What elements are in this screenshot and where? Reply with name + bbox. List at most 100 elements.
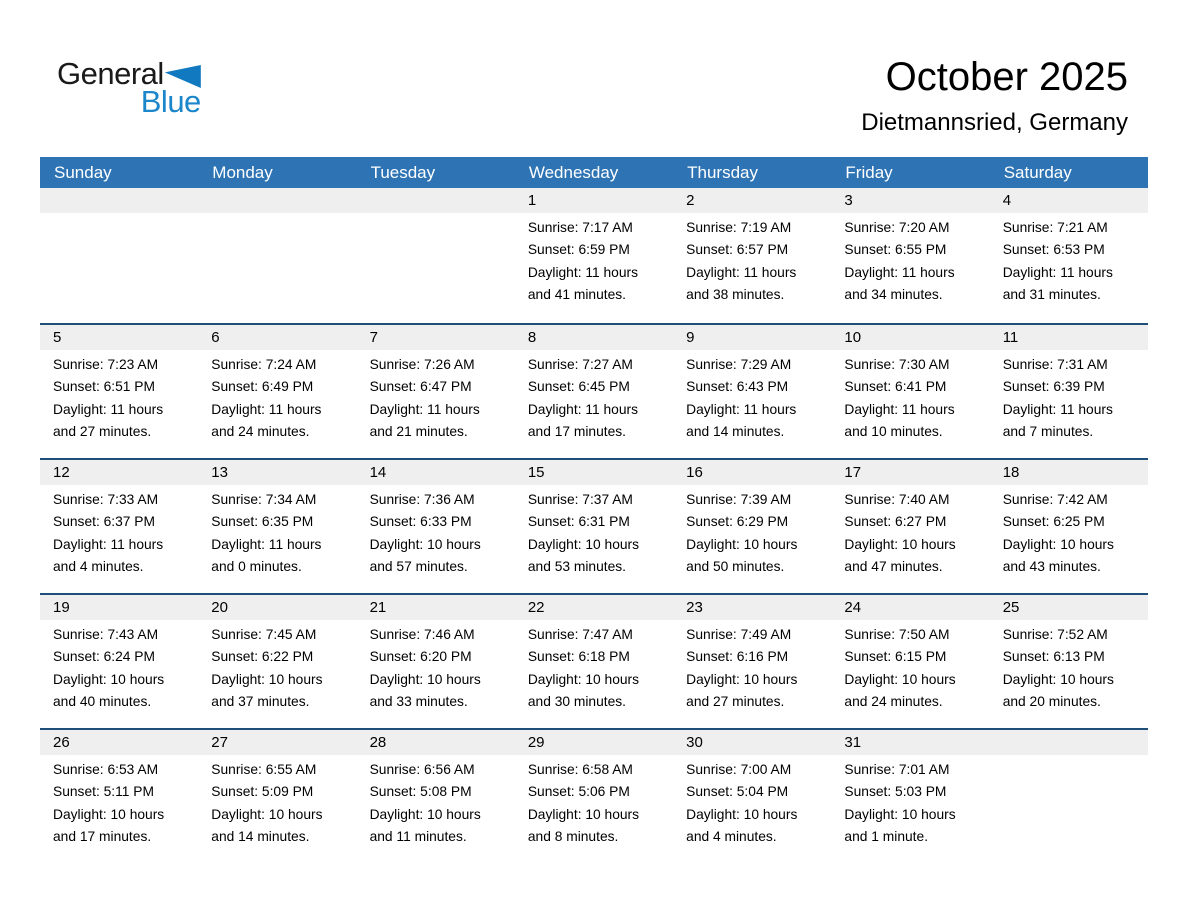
sunset-text: Sunset: 5:06 PM [527, 784, 630, 800]
daylight-text-line1: Daylight: 10 hours [686, 536, 798, 552]
day-number: 20 [198, 595, 357, 620]
sunrise-text: Sunrise: 7:50 AM [844, 627, 950, 642]
day-number: 13 [198, 460, 357, 485]
day-header-sunday: Sunday [54, 162, 112, 182]
daylight-text-line2: and 20 minutes. [1002, 694, 1101, 710]
day-number: 25 [989, 595, 1148, 620]
daylight-text-line2: and 24 minutes. [844, 694, 943, 710]
sunset-text: Sunset: 6:37 PM [53, 514, 156, 530]
week-row-1: 1 Sunrise: 7:17 AM Sunset: 6:59 PM Daylight… [40, 188, 1148, 323]
day-number: 19 [40, 595, 199, 620]
sunset-text: Sunset: 6:35 PM [211, 514, 314, 530]
daylight-text-line2: and 7 minutes. [1002, 424, 1094, 440]
sunset-text: Sunset: 6:55 PM [844, 242, 947, 258]
sunset-text: Sunset: 6:16 PM [686, 649, 789, 665]
day-details: Sunrise: 7:47 AM Sunset: 6:18 PM Daylight:… [515, 620, 673, 714]
sunrise-text: Sunrise: 7:17 AM [527, 220, 633, 235]
sunrise-text: Sunrise: 7:26 AM [369, 357, 475, 372]
day-details: Sunrise: 7:43 AM Sunset: 6:24 PM Daylight:… [40, 620, 198, 714]
day-cell-30: 30 Sunrise: 7:00 AM Sunset: 5:04 PM Dayligh… [673, 730, 832, 863]
day-number: 5 [40, 325, 199, 350]
daylight-text-line1: Daylight: 10 hours [211, 671, 323, 687]
sunrise-text: Sunrise: 7:46 AM [369, 627, 475, 642]
daylight-text-line2: and 34 minutes. [844, 287, 943, 303]
day-cell-10: 10 Sunrise: 7:30 AM Sunset: 6:41 PM Dayligh… [831, 325, 990, 458]
sunrise-text: Sunrise: 7:20 AM [844, 220, 950, 235]
sunrise-text: Sunrise: 7:27 AM [527, 357, 633, 372]
day-number: 17 [831, 460, 990, 485]
day-cell-9: 9 Sunrise: 7:29 AM Sunset: 6:43 PM Daylight… [673, 325, 832, 458]
sunrise-text: Sunrise: 7:34 AM [211, 492, 317, 507]
day-number: 11 [989, 325, 1148, 350]
day-cell-8: 8 Sunrise: 7:27 AM Sunset: 6:45 PM Daylight… [514, 325, 674, 458]
daylight-text-line2: and 1 minute. [844, 829, 929, 845]
daylight-text-line2: and 24 minutes. [211, 424, 310, 440]
day-number: 21 [356, 595, 515, 620]
sunset-text: Sunset: 6:22 PM [211, 649, 314, 665]
daylight-text-line2: and 0 minutes. [211, 559, 302, 575]
day-number: 30 [673, 730, 832, 755]
daylight-text-line1: Daylight: 11 hours [211, 401, 322, 417]
day-number: 29 [514, 730, 674, 755]
sunrise-text: Sunrise: 7:37 AM [527, 492, 633, 507]
day-cell-4: 4 Sunrise: 7:21 AM Sunset: 6:53 PM Daylight… [989, 188, 1148, 323]
sunrise-text: Sunrise: 7:33 AM [53, 492, 159, 507]
day-details: Sunrise: 7:37 AM Sunset: 6:31 PM Daylight:… [515, 485, 673, 579]
day-number [989, 730, 1148, 755]
daylight-text-line1: Daylight: 10 hours [686, 671, 798, 687]
sunset-text: Sunset: 6:18 PM [527, 649, 630, 665]
daylight-text-line1: Daylight: 11 hours [844, 401, 955, 417]
day-cell-27: 27 Sunrise: 6:55 AM Sunset: 5:09 PM Dayligh… [198, 730, 357, 863]
day-number: 7 [356, 325, 515, 350]
daylight-text-line2: and 8 minutes. [527, 829, 619, 845]
day-cell-31: 31 Sunrise: 7:01 AM Sunset: 5:03 PM Dayligh… [831, 730, 990, 863]
day-details: Sunrise: 7:36 AM Sunset: 6:33 PM Daylight:… [357, 485, 515, 579]
sunset-text: Sunset: 6:57 PM [686, 242, 789, 258]
day-number: 9 [673, 325, 832, 350]
daylight-text-line1: Daylight: 11 hours [211, 536, 322, 552]
daylight-text-line1: Daylight: 11 hours [686, 401, 797, 417]
day-cell-28: 28 Sunrise: 6:56 AM Sunset: 5:08 PM Dayligh… [356, 730, 515, 863]
day-cell-21: 21 Sunrise: 7:46 AM Sunset: 6:20 PM Dayligh… [356, 595, 515, 728]
day-details: Sunrise: 6:55 AM Sunset: 5:09 PM Daylight:… [198, 755, 356, 849]
sunrise-text: Sunrise: 7:00 AM [686, 762, 792, 777]
sunrise-text: Sunrise: 7:31 AM [1002, 357, 1108, 372]
daylight-text-line1: Daylight: 11 hours [53, 536, 164, 552]
sunset-text: Sunset: 6:47 PM [369, 379, 472, 395]
sunset-text: Sunset: 6:43 PM [686, 379, 789, 395]
day-details: Sunrise: 7:45 AM Sunset: 6:22 PM Daylight:… [198, 620, 356, 714]
daylight-text-line1: Daylight: 11 hours [844, 264, 955, 280]
day-details: Sunrise: 7:27 AM Sunset: 6:45 PM Daylight:… [515, 350, 673, 444]
day-cell-empty [989, 730, 1148, 863]
day-cell-16: 16 Sunrise: 7:39 AM Sunset: 6:29 PM Dayligh… [673, 460, 832, 593]
calendar-weeks: 1 Sunrise: 7:17 AM Sunset: 6:59 PM Daylight… [40, 188, 1148, 863]
day-number: 26 [40, 730, 199, 755]
sunrise-text: Sunrise: 7:42 AM [1002, 492, 1108, 507]
day-header-tuesday: Tuesday [370, 162, 436, 182]
day-details: Sunrise: 7:50 AM Sunset: 6:15 PM Daylight:… [831, 620, 989, 714]
sunset-text: Sunset: 5:11 PM [53, 784, 154, 800]
daylight-text-line1: Daylight: 10 hours [844, 806, 956, 822]
daylight-text-line1: Daylight: 10 hours [686, 806, 798, 822]
day-details: Sunrise: 7:31 AM Sunset: 6:39 PM Daylight:… [990, 350, 1148, 444]
daylight-text-line1: Daylight: 10 hours [527, 536, 640, 552]
day-details: Sunrise: 7:21 AM Sunset: 6:53 PM Daylight:… [990, 213, 1148, 307]
sunrise-text: Sunrise: 7:29 AM [686, 357, 792, 372]
day-number: 6 [198, 325, 357, 350]
day-cell-25: 25 Sunrise: 7:52 AM Sunset: 6:13 PM Dayligh… [989, 595, 1148, 728]
day-number: 23 [673, 595, 832, 620]
daylight-text-line2: and 4 minutes. [53, 559, 144, 575]
sunrise-text: Sunrise: 7:36 AM [369, 492, 475, 507]
sunrise-text: Sunrise: 6:53 AM [53, 762, 159, 777]
daylight-text-line1: Daylight: 11 hours [527, 264, 639, 280]
sunset-text: Sunset: 6:41 PM [844, 379, 947, 395]
daylight-text-line1: Daylight: 10 hours [369, 671, 481, 687]
sunset-text: Sunset: 6:27 PM [844, 514, 947, 530]
week-row-5: 26 Sunrise: 6:53 AM Sunset: 5:11 PM Dayligh… [40, 728, 1148, 863]
sunset-text: Sunset: 6:53 PM [1002, 242, 1105, 258]
sunset-text: Sunset: 6:24 PM [53, 649, 156, 665]
sunset-text: Sunset: 6:20 PM [369, 649, 472, 665]
daylight-text-line1: Daylight: 11 hours [1002, 264, 1113, 280]
day-cell-empty [40, 188, 199, 323]
general-blue-logo: General Blue [57, 58, 201, 117]
